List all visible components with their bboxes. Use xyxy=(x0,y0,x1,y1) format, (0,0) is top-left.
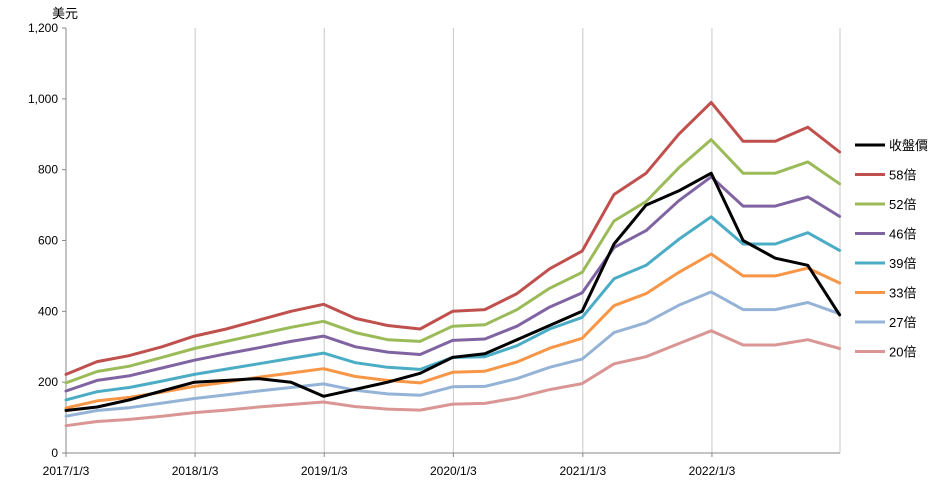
y-tick-label: 800 xyxy=(38,163,58,177)
x-tick-label: 2018/1/3 xyxy=(172,464,219,478)
x-tick-label: 2019/1/3 xyxy=(301,464,348,478)
series-layer xyxy=(64,100,842,428)
legend-label: 46倍 xyxy=(889,227,916,242)
legend-label: 52倍 xyxy=(889,197,916,212)
series-line-20倍 xyxy=(64,329,842,428)
series-line-46倍 xyxy=(64,175,842,393)
legend-label: 27倍 xyxy=(889,315,916,330)
x-tick-label: 2020/1/3 xyxy=(430,464,477,478)
legend: 收盤價 58倍 52倍 46倍 39倍 33倍 27倍 20倍 xyxy=(855,138,928,360)
grid-lines xyxy=(65,28,841,453)
legend-label: 20倍 xyxy=(889,345,916,360)
y-tick-label: 400 xyxy=(38,304,58,318)
legend-label: 收盤價 xyxy=(889,138,928,153)
series-line-收盤價 xyxy=(64,171,842,412)
y-tick-label: 200 xyxy=(38,375,58,389)
y-tick-label: 0 xyxy=(51,446,58,460)
legend-label: 33倍 xyxy=(889,286,916,301)
series-line-33倍 xyxy=(64,252,842,410)
series-line-58倍 xyxy=(64,100,842,376)
series-line-27倍 xyxy=(64,290,842,418)
y-unit-label: 美元 xyxy=(52,6,78,21)
x-tick-label: 2022/1/3 xyxy=(689,464,736,478)
axes: 0 200 400 600 800 1,000 1,200 2017/1/3 2018/1/3 2… xyxy=(28,21,840,478)
legend-label: 58倍 xyxy=(889,168,916,183)
x-tick-label: 2021/1/3 xyxy=(559,464,606,478)
x-tick-label: 2017/1/3 xyxy=(43,464,90,478)
y-tick-label: 1,200 xyxy=(28,21,58,35)
series-line-52倍 xyxy=(64,138,842,385)
legend-label: 39倍 xyxy=(889,256,916,271)
y-tick-label: 600 xyxy=(38,234,58,248)
y-tick-label: 1,000 xyxy=(28,92,58,106)
